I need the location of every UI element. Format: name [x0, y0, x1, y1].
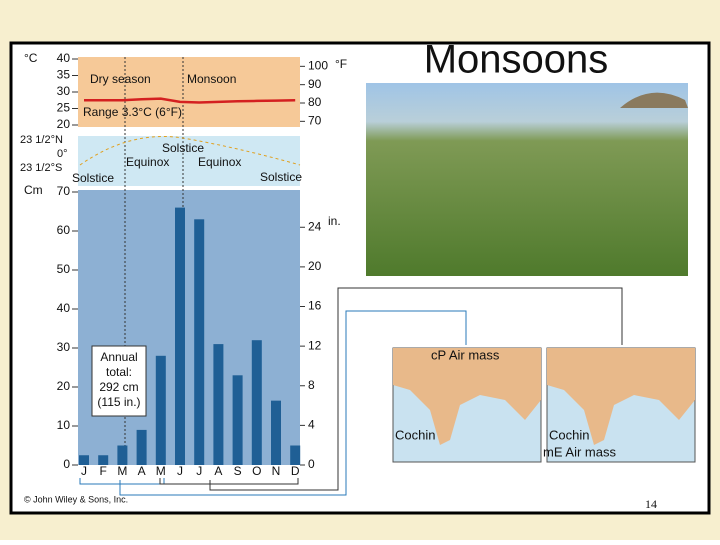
annotation: 292 cm — [99, 380, 138, 394]
rain-panel — [78, 190, 300, 465]
annotation: Monsoon — [187, 72, 236, 86]
sun-axis-label: 0° — [57, 148, 68, 160]
annotation: Annual — [100, 350, 137, 364]
x-tick-label: F — [100, 464, 107, 478]
temp-line — [84, 97, 296, 104]
x-tick-label: O — [252, 464, 261, 478]
y-tick-label: 30 — [57, 340, 71, 354]
y-tick-label: 20 — [57, 379, 71, 393]
bar — [155, 355, 166, 465]
y2-tick-label: 90 — [308, 77, 322, 91]
x-tick-label: N — [272, 464, 281, 478]
y-axis-label: °C — [24, 51, 38, 65]
photo — [366, 83, 688, 276]
bar — [194, 219, 205, 465]
y2-axis-label: in. — [328, 214, 341, 228]
y2-tick-label: 20 — [308, 259, 322, 273]
y2-tick-label: 24 — [308, 219, 322, 233]
y-tick-label: 40 — [57, 301, 71, 315]
x-tick-label: S — [234, 464, 242, 478]
sun-path — [79, 136, 301, 166]
y2-axis-label: °F — [335, 57, 347, 71]
bar — [98, 455, 109, 465]
y2-tick-label: 12 — [308, 338, 322, 352]
y-tick-label: 20 — [57, 117, 71, 131]
y2-tick-label: 70 — [308, 114, 322, 128]
bar — [213, 344, 224, 465]
temp-panel — [78, 57, 300, 127]
annotation: Dry season — [90, 72, 151, 86]
sun-axis-label: 23 1/2°N — [20, 134, 63, 146]
slide-title: Monsoons — [424, 38, 609, 82]
map-label: cP Air mass — [431, 347, 500, 362]
page-number: 14 — [645, 497, 657, 511]
annotation: Range 3.3°C (6°F) — [83, 105, 182, 119]
x-tick-label: J — [81, 464, 87, 478]
y-tick-label: 70 — [57, 184, 71, 198]
map-label: Cochin — [395, 427, 435, 442]
x-tick-label: A — [138, 464, 146, 478]
y-tick-label: 50 — [57, 262, 71, 276]
y2-tick-label: 4 — [308, 418, 315, 432]
y-tick-label: 60 — [57, 223, 71, 237]
bar — [232, 375, 243, 465]
sun-panel — [78, 136, 300, 186]
map-label: mE Air mass — [543, 444, 616, 459]
y-axis-label: Cm — [24, 183, 43, 197]
y2-tick-label: 0 — [308, 457, 315, 471]
bar — [117, 445, 128, 465]
y-tick-label: 25 — [57, 101, 71, 115]
x-tick-label: A — [214, 464, 222, 478]
bar — [271, 400, 281, 465]
x-tick-label: J — [196, 464, 202, 478]
photo-hill — [620, 92, 688, 108]
y-tick-label: 0 — [63, 457, 70, 471]
y2-tick-label: 100 — [308, 59, 328, 73]
sun-label: Solstice — [72, 171, 114, 185]
sun-label: Equinox — [198, 155, 241, 169]
x-tick-label: M — [156, 464, 166, 478]
season-brackets — [79, 478, 299, 485]
bar — [290, 445, 301, 465]
bar — [136, 429, 147, 465]
y-tick-label: 40 — [57, 51, 71, 65]
y2-tick-label: 80 — [308, 95, 322, 109]
credit: © John Wiley & Sons, Inc. — [24, 494, 128, 504]
maps — [392, 347, 696, 463]
y-tick-label: 10 — [57, 418, 71, 432]
y-tick-label: 30 — [57, 84, 71, 98]
map-label: Cochin — [549, 427, 589, 442]
y2-tick-label: 8 — [308, 378, 315, 392]
sun-label: Solstice — [162, 141, 204, 155]
annotation: total: — [106, 365, 132, 379]
sun-label: Equinox — [126, 155, 169, 169]
annotation-box — [91, 345, 147, 417]
sun-axis-label: 23 1/2°S — [20, 162, 62, 174]
y-tick-label: 35 — [57, 68, 71, 82]
x-tick-label: J — [177, 464, 183, 478]
bar — [175, 207, 185, 465]
bar — [251, 340, 262, 465]
sun-label: Solstice — [260, 170, 302, 184]
connectors — [119, 287, 623, 496]
x-tick-label: D — [291, 464, 300, 478]
bar — [79, 455, 89, 465]
annotation: (115 in.) — [97, 395, 140, 409]
x-tick-label: M — [117, 464, 127, 478]
y2-tick-label: 16 — [308, 299, 322, 313]
